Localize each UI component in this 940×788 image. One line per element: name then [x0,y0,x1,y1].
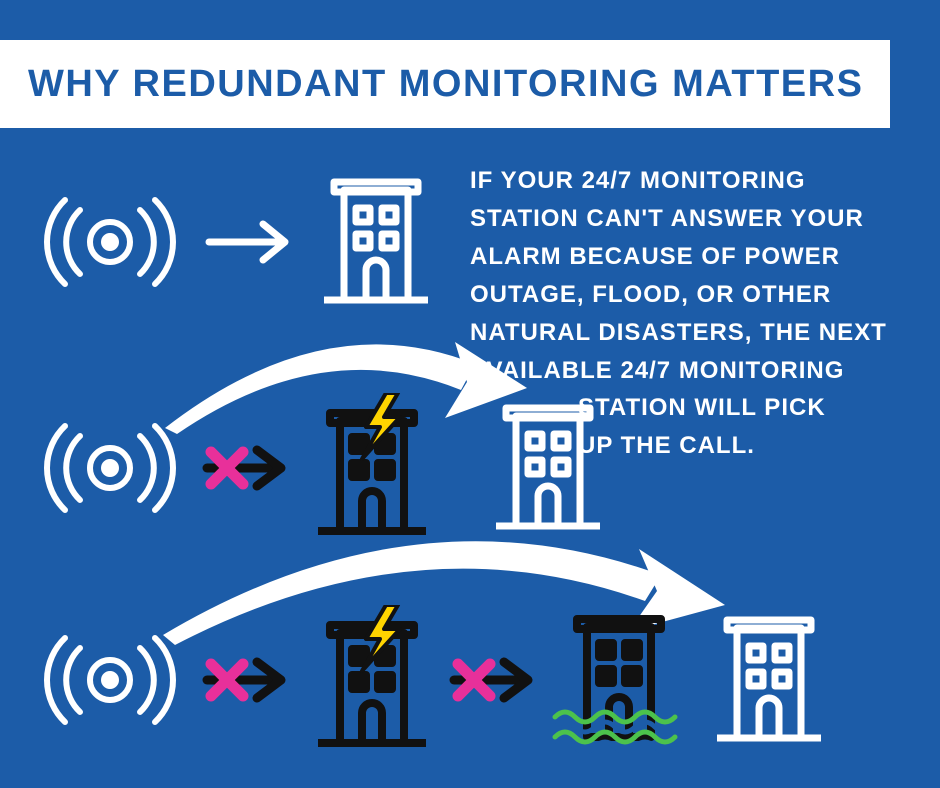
page-title: WHY REDUNDANT MONITORING MATTERS [28,63,863,106]
title-bar: WHY REDUNDANT MONITORING MATTERS [0,40,890,128]
blocked-arrow-icon [199,438,294,498]
body-text-line2a: STATION WILL PICK [578,394,826,421]
flow-row-1 [35,172,436,312]
body-text-main: IF YOUR 24/7 MONITORING STATION CAN'T AN… [470,167,887,384]
flow-row-3 [35,610,829,750]
signal-icon [35,620,185,740]
building-ok-icon [488,398,608,538]
building-outage-icon [308,393,438,543]
blocked-arrow-icon [446,650,541,710]
arrow-right-icon [203,212,298,272]
flow-row-2 [35,398,608,538]
signal-icon [35,408,185,528]
building-outage-icon [308,605,438,755]
building-flood-icon [549,605,689,755]
blocked-arrow-icon [199,650,294,710]
flood-waves-icon [555,712,675,752]
signal-icon [35,182,185,302]
building-ok-icon [316,172,436,312]
building-ok-icon [709,610,829,750]
